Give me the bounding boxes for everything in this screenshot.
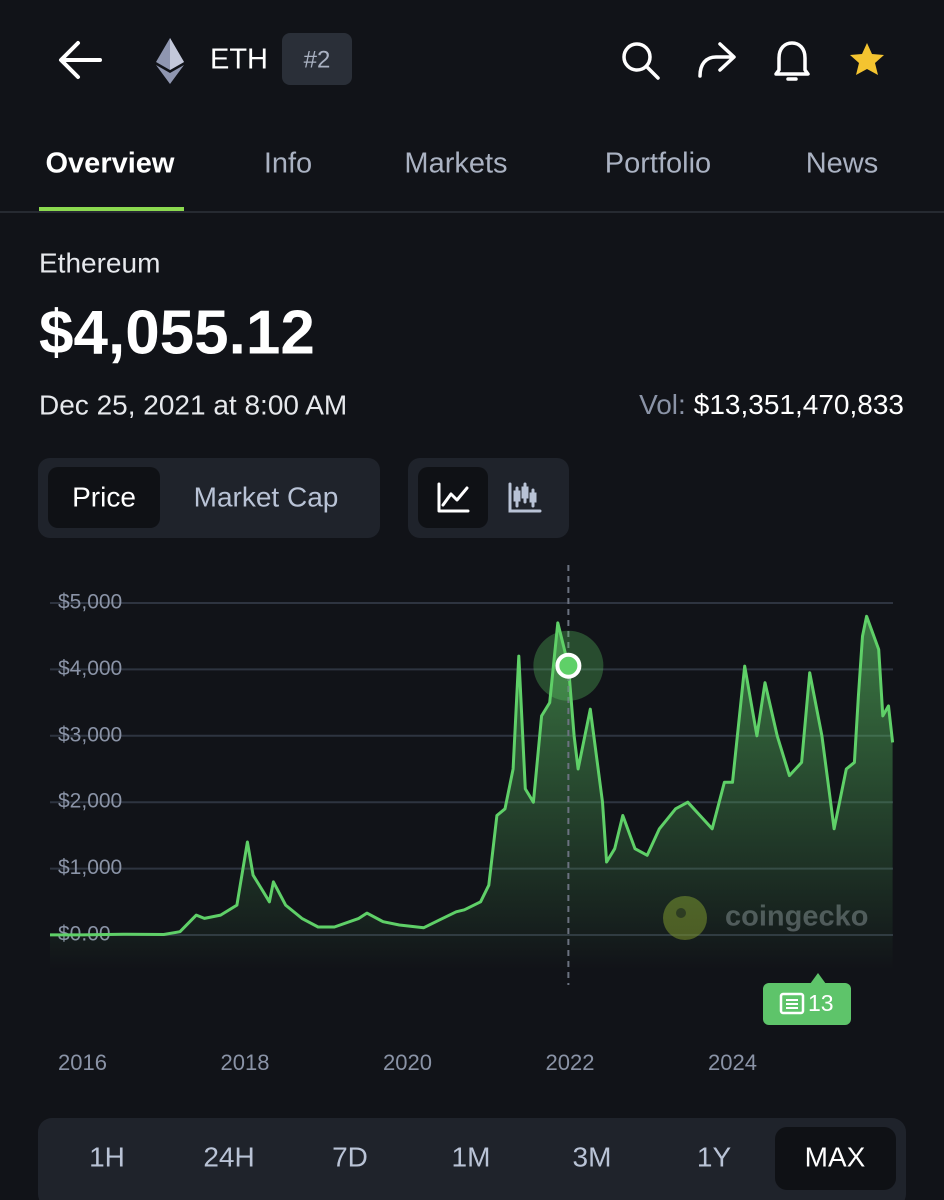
toggle-option[interactable]: Market Cap	[194, 481, 339, 512]
y-tick-label: $4,000	[58, 657, 122, 680]
timeframe-option[interactable]: MAX	[805, 1141, 866, 1172]
news-count: 13	[808, 990, 834, 1016]
x-tick-label: 2020	[383, 1050, 432, 1075]
eth-logo	[156, 38, 184, 84]
alert-button[interactable]	[774, 41, 810, 81]
line-chart-button[interactable]	[437, 482, 470, 513]
news-icon	[779, 992, 805, 1015]
timeframe-option[interactable]: 1Y	[697, 1141, 732, 1172]
divider	[0, 211, 944, 213]
selected-point	[555, 652, 582, 679]
share-button[interactable]	[698, 42, 736, 78]
timeframe-option[interactable]: 3M	[573, 1141, 612, 1172]
timeframe-active	[775, 1127, 896, 1190]
volume: Vol: $13,351,470,833	[639, 389, 904, 420]
rank-text: #2	[304, 46, 331, 73]
price-date: Dec 25, 2021 at 8:00 AM	[39, 389, 347, 420]
back-button[interactable]	[59, 41, 102, 79]
tab[interactable]: News	[806, 148, 879, 180]
favorite-button[interactable]	[850, 43, 884, 75]
tab[interactable]: Info	[264, 148, 312, 180]
news-badge-bg	[763, 983, 851, 1025]
x-tick-label: 2022	[546, 1050, 595, 1075]
coin-symbol: ETH	[210, 44, 268, 76]
y-tick-label: $3,000	[58, 723, 122, 746]
coin-name: Ethereum	[39, 247, 160, 278]
x-tick-label: 2018	[221, 1050, 270, 1075]
timeframe-option[interactable]: 24H	[203, 1141, 254, 1172]
toggle-active	[48, 467, 160, 528]
tab-active[interactable]: Overview	[46, 148, 175, 180]
timeframe-bar	[38, 1118, 906, 1200]
rank-badge	[282, 33, 352, 85]
tab-indicator	[39, 207, 184, 211]
timeframe-option[interactable]: 7D	[332, 1141, 368, 1172]
timeframe-option[interactable]: 1H	[89, 1141, 125, 1172]
y-tick-label: $2,000	[58, 790, 122, 813]
volume-label: Vol:	[639, 389, 686, 420]
price-line	[50, 614, 895, 937]
timeframe-option[interactable]: 1M	[452, 1141, 491, 1172]
y-tick-label: $5,000	[58, 591, 122, 614]
candle-chart-button[interactable]	[508, 482, 542, 513]
tab[interactable]: Portfolio	[605, 148, 711, 180]
area-fill	[50, 616, 893, 970]
x-tick-label: 2024	[708, 1050, 757, 1075]
y-tick-label: $1,000	[58, 856, 122, 879]
toggle-option[interactable]: Price	[72, 481, 136, 512]
news-icon-lines	[786, 999, 798, 1009]
coin-price: $4,055.12	[39, 298, 315, 367]
news-badge[interactable]: 13	[763, 973, 851, 1025]
news-badge-pointer	[810, 973, 826, 984]
volume-value: $13,351,470,833	[694, 389, 904, 420]
price-chart: $0.00$1,000$2,000$3,000$4,000$5,000coing…	[50, 565, 895, 1075]
search-button[interactable]	[622, 42, 660, 80]
x-tick-label: 2016	[58, 1050, 107, 1075]
tab[interactable]: Markets	[404, 148, 507, 180]
